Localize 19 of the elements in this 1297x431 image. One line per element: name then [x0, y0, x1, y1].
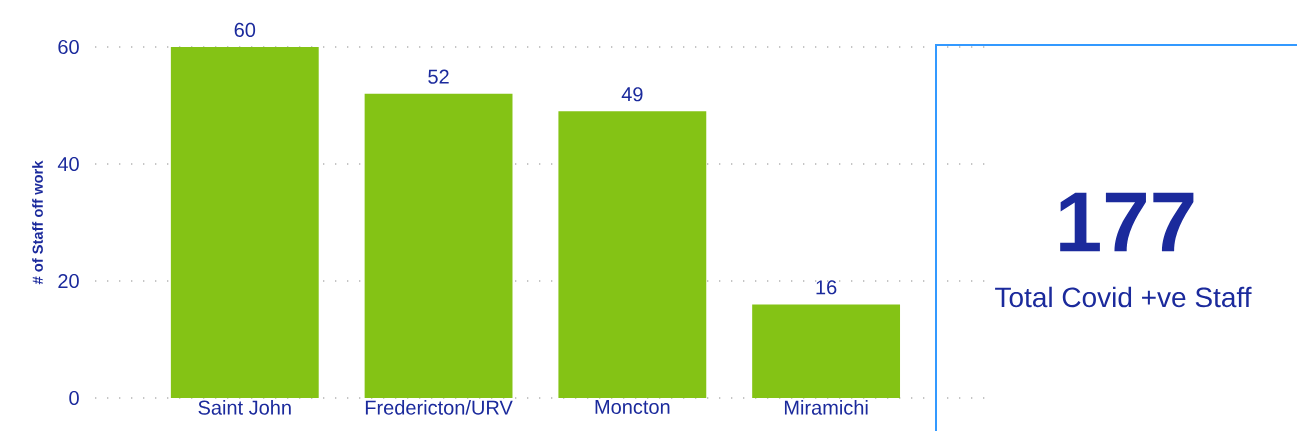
x-tick-label: Moncton — [595, 400, 670, 414]
x-tick-label: Fredericton/URV — [365, 400, 513, 415]
data-label: 49 — [621, 87, 643, 102]
text: 177 — [1060, 192, 1194, 252]
x-tick-label: Saint John — [198, 400, 291, 415]
x-tick-label: Miramichi — [784, 400, 868, 415]
data-label: 52 — [428, 69, 449, 84]
bar — [170, 47, 319, 398]
text: Total Covid +ve Staff — [995, 286, 1252, 308]
y-tick-label: 0 — [69, 390, 79, 406]
data-label: 16 — [816, 280, 837, 295]
y-tick-label: 60 — [58, 39, 79, 55]
y-tick-label: 20 — [58, 273, 79, 289]
bar — [752, 304, 901, 398]
y-axis-title: # of Staff off work — [32, 160, 43, 285]
bar — [558, 111, 707, 398]
bar — [364, 93, 513, 398]
data-label: 60 — [234, 22, 256, 37]
y-tick-label: 40 — [57, 156, 79, 172]
